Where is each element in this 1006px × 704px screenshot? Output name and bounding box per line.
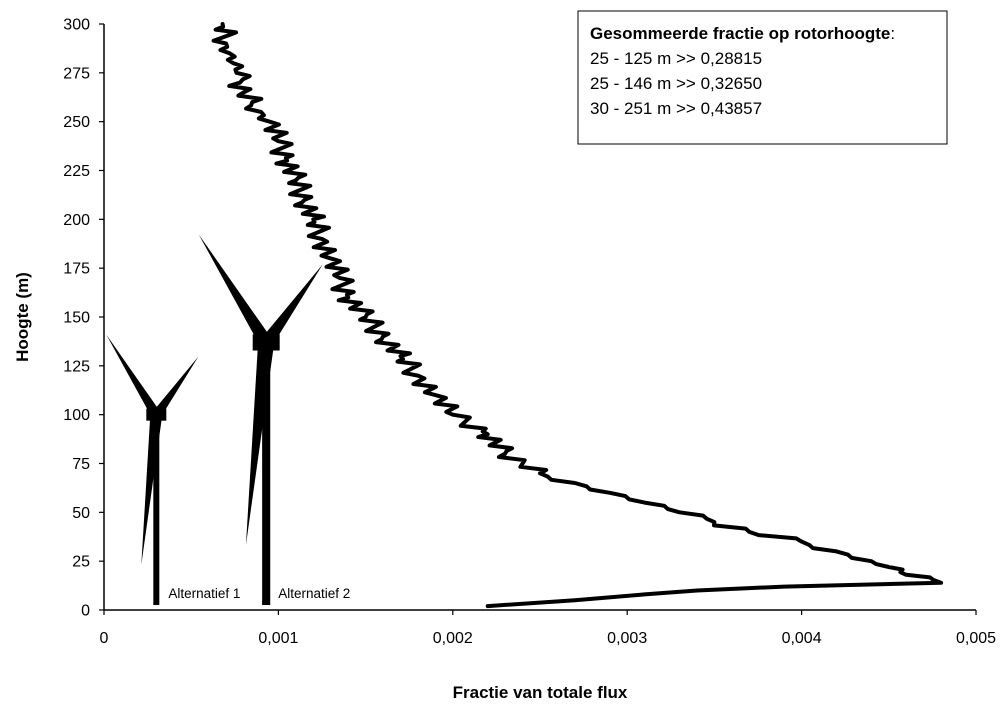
x-axis-title: Fractie van totale flux: [453, 683, 628, 702]
legend-entry: 30 - 251 m >> 0,43857: [590, 99, 762, 118]
y-tick-label: 275: [63, 65, 90, 82]
turbine-blade: [106, 334, 163, 415]
y-tick-label: 25: [72, 554, 90, 571]
x-tick-label: 0: [100, 630, 109, 647]
turbine-blade: [245, 342, 275, 545]
turbine-label: Alternatief 1: [168, 586, 240, 601]
y-tick-label: 250: [63, 114, 90, 131]
legend-entry: 25 - 125 m >> 0,28815: [590, 49, 762, 68]
turbine-blade: [258, 264, 323, 343]
y-tick-label: 125: [63, 358, 90, 375]
y-tick-label: 50: [72, 505, 90, 522]
legend: Gesommeerde fractie op rotorhoogte: 25 -…: [577, 10, 948, 145]
turbine-blade: [150, 356, 199, 415]
x-ticks: 0 0,001 0,002 0,003 0,004 0,005: [100, 610, 996, 647]
y-tick-label: 100: [63, 407, 90, 424]
x-tick-label: 0,002: [433, 630, 473, 647]
turbine-blade: [198, 234, 275, 343]
y-tick-label: 150: [63, 310, 90, 327]
legend-title: Gesommeerde fractie op rotorhoogte:: [590, 24, 895, 43]
legend-box: [577, 10, 948, 145]
x-tick-label: 0,005: [956, 630, 996, 647]
legend-title-suffix: :: [890, 24, 895, 43]
y-tick-label: 0: [81, 603, 90, 620]
turbine-2: Alternatief 2: [198, 234, 350, 605]
y-axis-title: Hoogte (m): [13, 272, 32, 362]
legend-title-text: Gesommeerde fractie op rotorhoogte: [590, 24, 890, 43]
y-tick-label: 75: [72, 456, 90, 473]
x-tick-label: 0,001: [258, 630, 298, 647]
series-line: [211, 22, 944, 609]
turbine-1: Alternatief 1: [106, 334, 240, 605]
y-tick-label: 300: [63, 17, 90, 34]
y-ticks: 0 25 50 75 100 125 150 175 200 225 250 275 300: [63, 17, 104, 620]
y-tick-label: 225: [63, 163, 90, 180]
x-tick-label: 0,003: [607, 630, 647, 647]
turbine-label: Alternatief 2: [278, 586, 350, 601]
y-tick-label: 200: [63, 212, 90, 229]
legend-entry: 25 - 146 m >> 0,32650: [590, 74, 762, 93]
turbine-tower: [153, 414, 160, 605]
x-tick-label: 0,004: [782, 630, 822, 647]
turbines: Alternatief 1 Alternatief 2: [106, 234, 350, 605]
turbine-blade: [141, 414, 163, 565]
y-tick-label: 175: [63, 261, 90, 278]
turbine-tower: [262, 342, 271, 605]
